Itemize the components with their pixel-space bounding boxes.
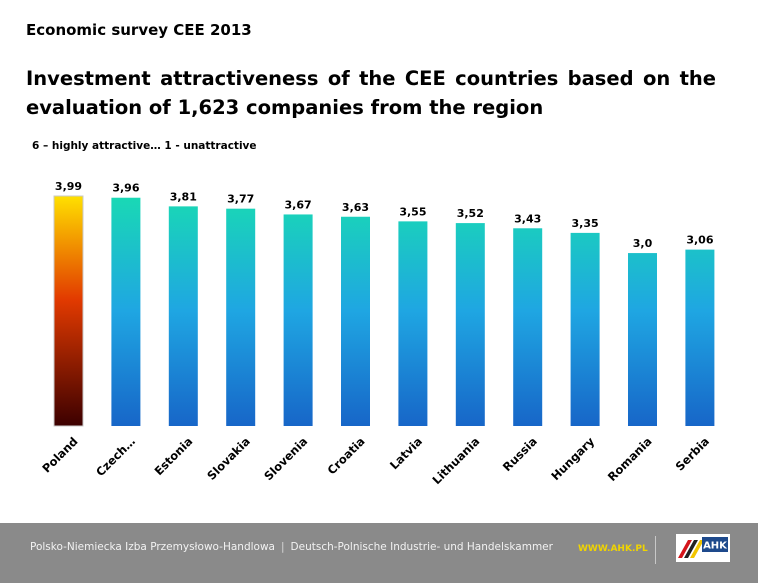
value-label-serbia: 3,06 <box>686 234 713 247</box>
bar-romania <box>628 253 657 426</box>
footer-separator: | <box>280 541 285 553</box>
category-label-slovakia: Slovakia <box>204 434 253 483</box>
category-label-russia: Russia <box>500 434 540 474</box>
category-label-croatia: Croatia <box>324 434 367 477</box>
value-label-hungary: 3,35 <box>572 217 599 230</box>
bar-serbia <box>685 249 715 426</box>
page-title: Investment attractiveness of the CEE cou… <box>26 67 716 119</box>
footer-divider <box>655 536 656 564</box>
bar-czech <box>111 197 141 426</box>
category-label-hungary: Hungary <box>548 434 597 483</box>
value-label-czech: 3,96 <box>112 182 139 195</box>
value-label-slovakia: 3,77 <box>227 193 254 206</box>
bars-group <box>53 195 715 427</box>
bar-russia <box>513 228 543 426</box>
value-label-latvia: 3,55 <box>399 205 426 218</box>
bar-lithuania <box>455 223 485 426</box>
category-label-serbia: Serbia <box>673 434 712 473</box>
value-label-estonia: 3,81 <box>170 190 197 203</box>
category-label-czech: Czech… <box>93 434 138 479</box>
footer-org-de: Deutsch-Polnische Industrie- und Handels… <box>290 541 553 553</box>
value-labels-group: 3,99 3,96 3,81 3,77 3,67 3,63 3,55 3,52 3,43 3,35… <box>55 180 714 250</box>
logo-red-stripe <box>678 540 692 558</box>
value-label-russia: 3,43 <box>514 212 541 225</box>
bar-chart: 3,99 3,96 3,81 3,77 3,67 3,63 3,55 3,52 3,43 3,35… <box>39 180 715 487</box>
bar-slovenia <box>283 214 313 426</box>
category-label-poland: Poland <box>39 434 80 475</box>
footer-bar: Polsko-Niemiecka Izba Przemysłowo-Handlo… <box>0 523 758 583</box>
bar-hungary <box>570 232 600 426</box>
bar-poland <box>53 195 84 427</box>
footer-text: Polsko-Niemiecka Izba Przemysłowo-Handlo… <box>30 541 553 553</box>
bar-latvia <box>398 221 428 426</box>
logo-black-stripe <box>684 540 698 558</box>
survey-title: Economic survey CEE 2013 <box>26 21 252 39</box>
footer-org-pl: Polsko-Niemiecka Izba Przemysłowo-Handlo… <box>30 541 275 553</box>
category-label-latvia: Latvia <box>387 434 425 472</box>
ahk-logo: AHK <box>676 534 730 562</box>
value-label-slovenia: 3,67 <box>285 198 312 211</box>
category-label-lithuania: Lithuania <box>430 434 483 487</box>
logo-text: AHK <box>703 541 728 552</box>
category-label-estonia: Estonia <box>152 434 196 478</box>
value-label-romania: 3,0 <box>633 237 653 250</box>
bar-croatia <box>341 216 370 426</box>
category-label-romania: Romania <box>605 434 655 484</box>
value-label-croatia: 3,63 <box>342 201 369 214</box>
category-label-slovenia: Slovenia <box>261 434 310 483</box>
value-label-lithuania: 3,52 <box>457 207 484 220</box>
bar-estonia <box>168 206 198 426</box>
bar-slovakia <box>226 208 256 426</box>
footer-url-link[interactable]: WWW.AHK.PL <box>578 544 648 554</box>
value-label-poland: 3,99 <box>55 180 82 193</box>
scale-note: 6 – highly attractive… 1 - unattractive <box>32 140 257 152</box>
logo-gold-stripe <box>690 540 704 558</box>
category-labels-group: Poland Czech… Estonia Slovakia Slovenia Croat… <box>39 434 712 487</box>
logo-badge <box>702 537 728 552</box>
